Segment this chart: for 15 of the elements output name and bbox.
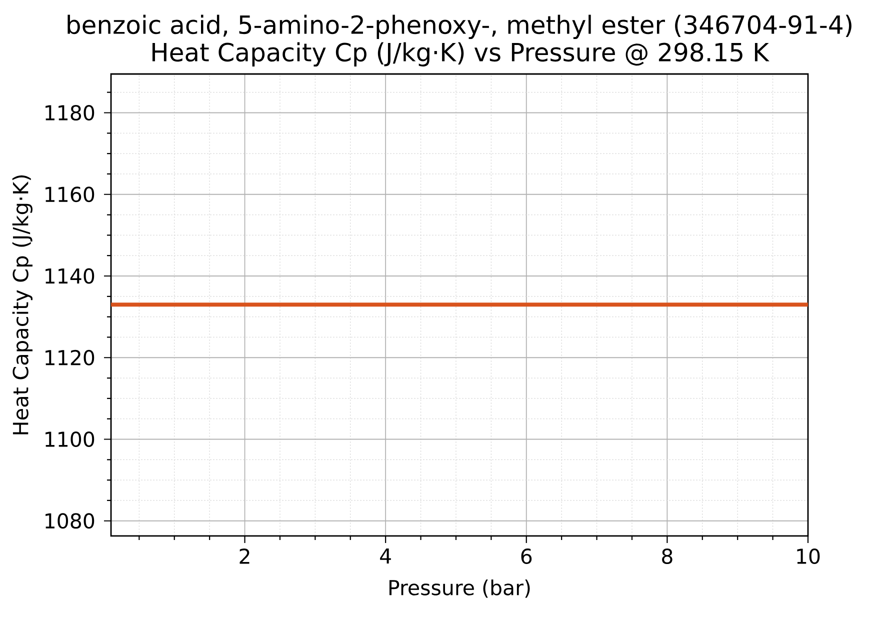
x-axis-title: Pressure (bar) bbox=[389, 580, 530, 598]
chart-title: benzoic acid, 5-amino-2-phenoxy-, methyl ester (346704-91-4) bbox=[68, 14, 852, 39]
y-tick-label: 1180 bbox=[46, 105, 94, 121]
x-tick-label: 4 bbox=[380, 548, 391, 564]
x-tick-label: 2 bbox=[240, 548, 250, 564]
y-tick-label: 1100 bbox=[46, 432, 94, 448]
x-tick-label: 10 bbox=[797, 548, 820, 564]
x-tick-label: 6 bbox=[521, 548, 532, 564]
y-tick-label: 1160 bbox=[46, 186, 94, 202]
y-tick-label: 1140 bbox=[46, 268, 94, 284]
y-tick-label: 1120 bbox=[46, 350, 94, 366]
y-tick-label: 1080 bbox=[46, 513, 94, 529]
x-tick-label: 8 bbox=[662, 548, 672, 564]
y-axis-title: Heat Capacity Cp (J/kg·K) bbox=[12, 175, 32, 434]
chart-subtitle: Heat Capacity Cp (J/kg·K) vs Pressure @ 298.15 K bbox=[152, 42, 770, 66]
